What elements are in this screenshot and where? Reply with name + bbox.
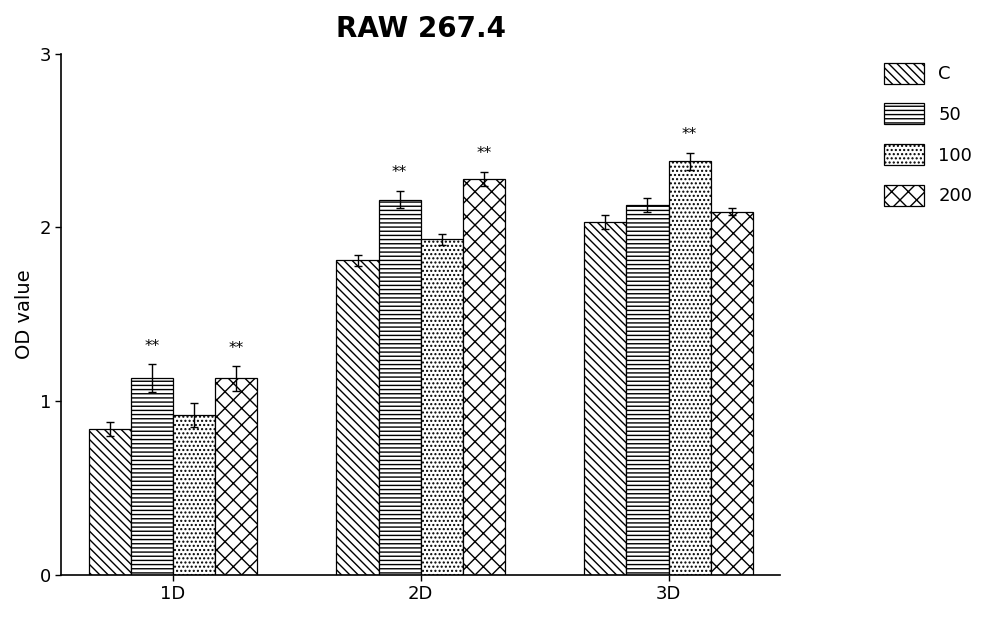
Bar <box>421 239 463 575</box>
Bar <box>626 205 669 575</box>
Bar <box>215 378 257 575</box>
Bar <box>463 179 505 575</box>
Bar <box>336 260 379 575</box>
Bar <box>669 161 711 575</box>
Bar <box>584 222 626 575</box>
Y-axis label: OD value: OD value <box>15 269 34 359</box>
Bar <box>711 212 753 575</box>
Text: **: ** <box>392 166 407 180</box>
Bar <box>89 429 131 575</box>
Bar <box>379 200 421 575</box>
Bar <box>131 378 173 575</box>
Text: **: ** <box>229 341 244 356</box>
Text: **: ** <box>144 339 160 354</box>
Legend: C, 50, 100, 200: C, 50, 100, 200 <box>884 62 972 206</box>
Bar <box>173 415 215 575</box>
Text: **: ** <box>682 127 697 142</box>
Title: RAW 267.4: RAW 267.4 <box>336 15 506 43</box>
Text: **: ** <box>476 146 492 161</box>
